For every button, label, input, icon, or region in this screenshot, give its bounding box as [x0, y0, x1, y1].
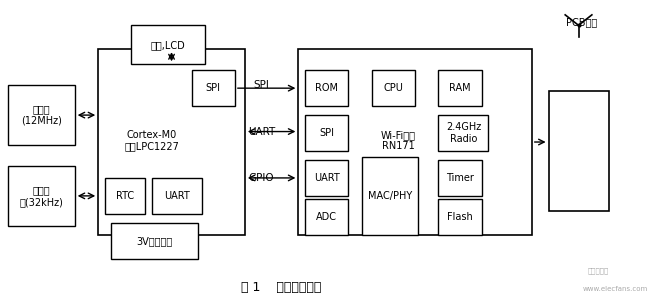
- FancyBboxPatch shape: [305, 70, 348, 106]
- FancyBboxPatch shape: [549, 91, 608, 211]
- FancyBboxPatch shape: [372, 70, 415, 106]
- FancyBboxPatch shape: [192, 70, 235, 106]
- FancyBboxPatch shape: [305, 115, 348, 151]
- Text: PCB天线: PCB天线: [566, 17, 598, 27]
- FancyBboxPatch shape: [8, 166, 75, 226]
- Text: ADC: ADC: [316, 212, 337, 222]
- Text: Wi-Fi模组
RN171: Wi-Fi模组 RN171: [381, 130, 416, 151]
- Text: www.elecfans.com: www.elecfans.com: [583, 286, 648, 292]
- FancyBboxPatch shape: [362, 157, 418, 235]
- Text: SPI: SPI: [206, 83, 220, 93]
- Text: ROM: ROM: [315, 83, 338, 93]
- Text: RAM: RAM: [450, 83, 471, 93]
- Text: UART: UART: [163, 191, 190, 201]
- FancyBboxPatch shape: [151, 178, 202, 214]
- FancyBboxPatch shape: [111, 223, 198, 259]
- FancyBboxPatch shape: [105, 178, 145, 214]
- Text: 图 1    硬件设计框图: 图 1 硬件设计框图: [241, 281, 322, 294]
- Text: UART: UART: [248, 127, 275, 137]
- Text: 3V供电单元: 3V供电单元: [137, 236, 173, 246]
- FancyBboxPatch shape: [438, 115, 488, 151]
- Text: SPI: SPI: [319, 128, 334, 138]
- Text: 按键,LCD: 按键,LCD: [151, 40, 186, 50]
- FancyBboxPatch shape: [8, 85, 75, 145]
- Text: Cortex-M0
内核LPC1227: Cortex-M0 内核LPC1227: [124, 130, 179, 151]
- FancyBboxPatch shape: [438, 160, 482, 196]
- Text: Timer: Timer: [446, 173, 474, 183]
- FancyBboxPatch shape: [438, 199, 482, 235]
- Text: RTC: RTC: [116, 191, 134, 201]
- Text: MAC/PHY: MAC/PHY: [368, 191, 412, 201]
- FancyBboxPatch shape: [98, 49, 245, 235]
- Text: GPIO: GPIO: [249, 173, 275, 183]
- Text: UART: UART: [314, 173, 340, 183]
- Text: SPI: SPI: [254, 80, 269, 90]
- Text: CPU: CPU: [383, 83, 403, 93]
- Text: 主时钟
(12MHz): 主时钟 (12MHz): [21, 104, 62, 126]
- FancyBboxPatch shape: [298, 49, 532, 235]
- Text: 2.4GHz
Radio: 2.4GHz Radio: [446, 122, 481, 144]
- Text: 睡眠时
钟(32kHz): 睡眠时 钟(32kHz): [19, 185, 64, 207]
- FancyBboxPatch shape: [305, 160, 348, 196]
- Text: Flash: Flash: [448, 212, 473, 222]
- FancyBboxPatch shape: [131, 25, 205, 64]
- FancyBboxPatch shape: [305, 199, 348, 235]
- FancyBboxPatch shape: [438, 70, 482, 106]
- Text: 电子发烧友: 电子发烧友: [588, 267, 609, 274]
